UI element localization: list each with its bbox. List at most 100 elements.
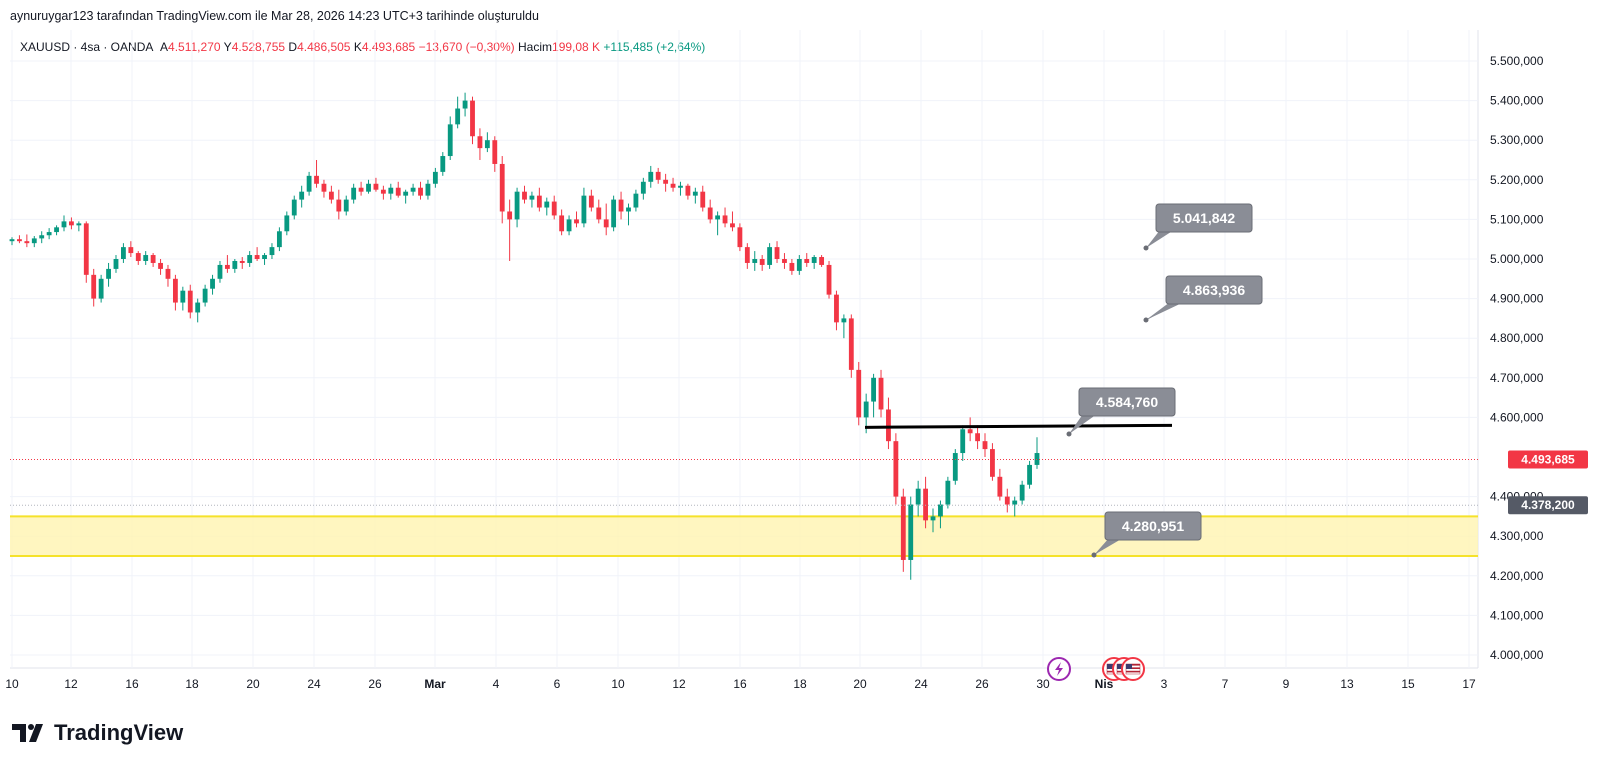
candle-body (938, 504, 943, 517)
chart-caption: aynuruygar123 tarafından TradingView.com… (10, 9, 539, 23)
flag-stripe (1126, 670, 1140, 673)
y-tick-label: 4.600,000 (1490, 410, 1544, 424)
candle-body (722, 215, 728, 224)
price-tag-bg (1508, 450, 1588, 469)
candle-body (774, 247, 780, 259)
event-markers (1047, 657, 1145, 681)
candle-body (596, 207, 602, 220)
callout-label: 4.584,760 (1096, 394, 1158, 410)
x-tick-label: 17 (1462, 677, 1476, 691)
candle-body (24, 241, 30, 244)
symbol-label[interactable]: XAUUSD · 4sa · OANDA (20, 40, 154, 54)
candle-body (908, 504, 914, 560)
x-tick-label: 10 (5, 677, 19, 691)
x-tick-label: 15 (1401, 677, 1415, 691)
x-tick-label: 12 (672, 677, 686, 691)
candle-body (871, 377, 877, 402)
candle-body (945, 480, 951, 505)
candle-body (863, 401, 869, 418)
candle-body (113, 259, 119, 269)
candle-body (120, 247, 126, 259)
candle-body (262, 255, 267, 259)
high-label: Y (223, 40, 232, 54)
y-tick-label: 5.400,000 (1490, 94, 1544, 108)
candle-body (247, 255, 253, 263)
candle-body (83, 223, 89, 275)
candle-body (663, 179, 669, 184)
y-tick-label: 5.100,000 (1490, 212, 1544, 226)
high-value: 4.528,755 (231, 40, 286, 54)
callout-label: 4.280,951 (1122, 518, 1184, 534)
chart-grid (10, 30, 1479, 669)
y-tick-label: 4.900,000 (1490, 292, 1544, 306)
callout-tail (1146, 302, 1184, 320)
price-tag: 4.493,685 (1508, 450, 1588, 469)
callout-anchor (1066, 431, 1072, 437)
candle-body (440, 156, 446, 172)
candle-body (536, 195, 542, 208)
x-tick-label: 10 (611, 677, 625, 691)
y-axis: 5.500,000 5.400,000 5.300,000 5.200,000 5.10… (1490, 54, 1588, 662)
y-tick-label: 5.500,000 (1490, 54, 1544, 68)
candle-body (730, 223, 735, 228)
callout-anchor (1143, 245, 1149, 251)
candle-body (128, 247, 134, 254)
callout-tail (1094, 538, 1123, 555)
candle-body (967, 429, 973, 434)
price-tag-label: 4.378,200 (1521, 498, 1575, 512)
candle-body (804, 259, 810, 263)
candle-body (574, 219, 579, 224)
y-tick-label: 4.100,000 (1490, 608, 1544, 622)
candle-body (685, 185, 691, 196)
candle-body (210, 278, 215, 289)
candle-body (648, 171, 654, 182)
candle-body (737, 227, 743, 248)
flag-stripe (1126, 664, 1140, 666)
x-tick-label: 16 (125, 677, 139, 691)
candle-body (388, 187, 394, 194)
candle-body (789, 262, 795, 271)
candle-body (1019, 484, 1025, 501)
candle-body (447, 124, 453, 157)
candle-body (559, 215, 565, 232)
tradingview-logo[interactable]: TradingView (12, 720, 183, 746)
candle-body (172, 278, 178, 303)
candle-body (626, 207, 631, 212)
candle-body (826, 264, 832, 295)
x-tick-label: 24 (914, 677, 928, 691)
y-tick-label: 4.200,000 (1490, 569, 1544, 583)
candle-body (150, 255, 156, 263)
candle-body (566, 219, 572, 232)
candle-body (900, 496, 906, 560)
candle-body (692, 191, 698, 196)
candle-body (232, 260, 238, 269)
low-value: 4.486,505 (297, 40, 351, 54)
candle-body (314, 175, 319, 184)
x-tick-label: 24 (307, 677, 321, 691)
y-tick-label: 4.700,000 (1490, 371, 1544, 385)
candle-body (522, 191, 527, 200)
event-bolt-icon (1047, 657, 1071, 681)
open-label: A (160, 40, 169, 54)
candle-body (670, 183, 676, 188)
callout-box (1104, 511, 1202, 541)
candle-body (960, 429, 966, 454)
candle-body (321, 183, 327, 192)
candle-body (982, 441, 988, 450)
candle-body (462, 100, 468, 109)
x-tick-label: 3 (1161, 677, 1168, 691)
resistance-line-path (864, 423, 1173, 429)
callout-anchor (1091, 552, 1097, 558)
x-tick-label: 13 (1340, 677, 1354, 691)
candle-body (106, 268, 111, 279)
y-tick-label: 5.200,000 (1490, 173, 1544, 187)
candle-body (165, 268, 171, 279)
price-annotations: 5.041,842 4.863,936 4.584,760 4.280,951 (1066, 203, 1263, 558)
candle-body (759, 259, 765, 265)
candle-body (46, 232, 52, 236)
candle-body (893, 441, 899, 497)
candle-body (811, 257, 817, 263)
candle-body (796, 259, 802, 271)
candle-body (492, 140, 498, 164)
